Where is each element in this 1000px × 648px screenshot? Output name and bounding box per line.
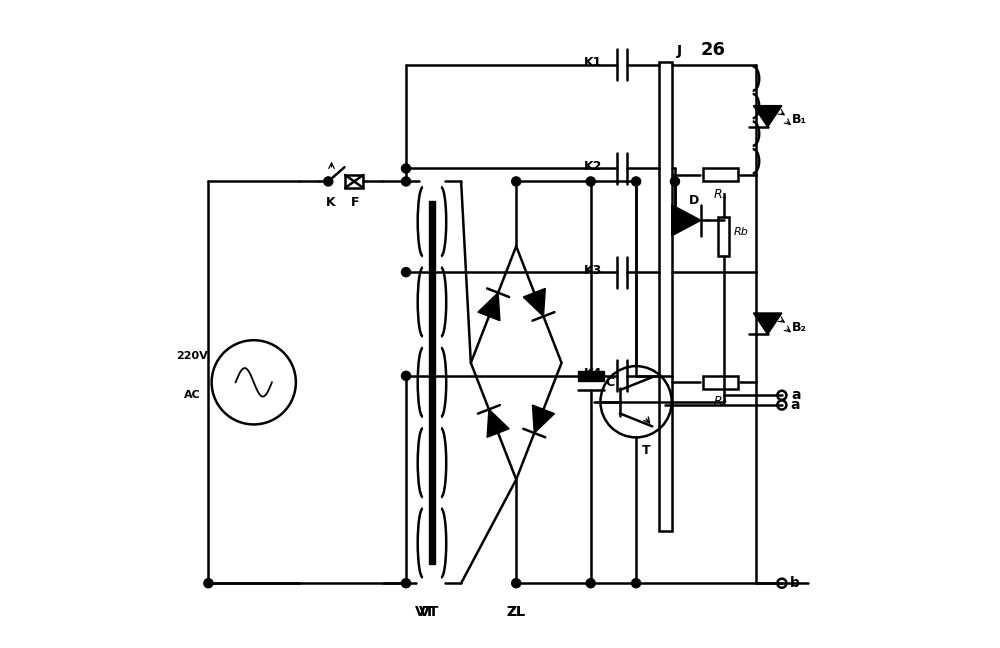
Text: C: C [605,376,614,389]
Text: Rb: Rb [733,227,748,237]
Circle shape [204,579,213,588]
Text: K2: K2 [584,160,602,173]
Circle shape [512,579,521,588]
Circle shape [402,177,411,186]
Polygon shape [753,313,782,334]
Text: VT: VT [415,605,436,619]
Text: B₁: B₁ [792,113,807,126]
Bar [718,217,729,256]
Bar [703,376,738,389]
Text: R₂: R₂ [714,395,727,408]
Polygon shape [523,288,545,316]
Bar [345,175,363,188]
Text: a: a [790,398,800,412]
Circle shape [402,371,411,380]
Text: a: a [792,388,801,402]
Circle shape [402,579,411,588]
Circle shape [586,177,595,186]
Circle shape [670,177,679,186]
Circle shape [632,579,641,588]
Text: 26: 26 [701,41,726,59]
Text: K3: K3 [584,264,602,277]
Text: J: J [677,44,682,58]
Text: ZL: ZL [507,605,526,619]
Text: b: b [790,576,800,590]
Bar [429,201,435,564]
Text: K1: K1 [584,56,602,69]
Text: 220V: 220V [176,351,208,362]
Polygon shape [672,205,701,236]
Text: K4: K4 [584,367,602,380]
Bar [578,371,604,381]
Text: AC: AC [184,390,201,400]
Text: K: K [326,196,336,209]
Circle shape [324,177,333,186]
Circle shape [632,177,641,186]
Text: D: D [689,194,700,207]
Polygon shape [532,405,554,433]
Bar [659,62,672,531]
Text: VT: VT [419,605,439,619]
Polygon shape [487,410,509,437]
Polygon shape [478,293,500,321]
Text: B₂: B₂ [792,321,806,334]
Circle shape [586,579,595,588]
Circle shape [402,268,411,277]
Polygon shape [753,106,782,127]
Circle shape [512,177,521,186]
Circle shape [402,164,411,173]
Bar [703,168,738,181]
Text: ZL: ZL [507,605,526,619]
Text: F: F [351,196,360,209]
Text: R₁: R₁ [714,188,727,201]
Text: T: T [641,444,650,457]
